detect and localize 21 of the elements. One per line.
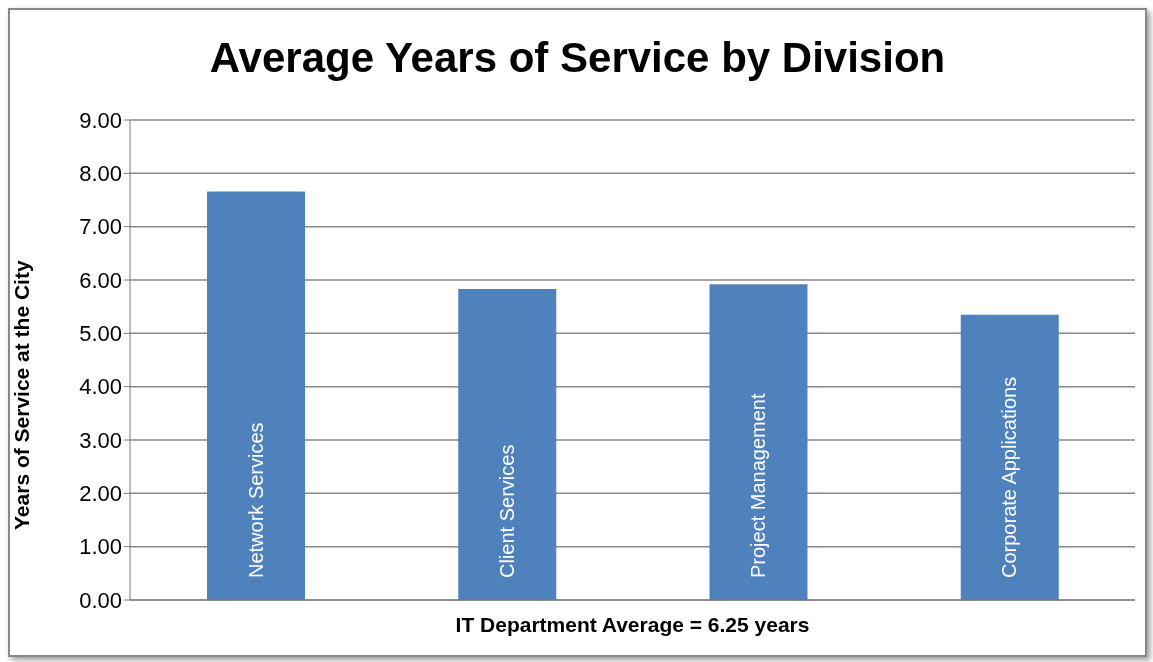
bar bbox=[709, 284, 808, 600]
y-tick-label: 6.00 bbox=[79, 267, 122, 293]
y-tick-label: 3.00 bbox=[79, 427, 122, 453]
chart-title: Average Years of Service by Division bbox=[208, 34, 947, 82]
y-tick-label: 1.00 bbox=[79, 534, 122, 560]
x-tick-label: Corporate Applications bbox=[998, 376, 1021, 578]
bar bbox=[207, 191, 305, 600]
y-tick-label: 9.00 bbox=[79, 107, 122, 133]
y-tick-label: 8.00 bbox=[79, 161, 122, 187]
x-tick-label: Client Services bbox=[495, 444, 518, 578]
x-tick-label: Network Services bbox=[244, 422, 267, 578]
bar bbox=[960, 314, 1059, 600]
x-axis-title: IT Department Average = 6.25 years bbox=[455, 613, 810, 636]
y-axis-title: Years of Service at the City bbox=[10, 260, 34, 530]
y-tick-label: 7.00 bbox=[79, 214, 122, 240]
y-tick-label: 4.00 bbox=[79, 374, 122, 400]
y-tick-label: 5.00 bbox=[79, 321, 122, 347]
y-tick-label: 2.00 bbox=[79, 481, 122, 507]
x-tick-label: Project Management bbox=[747, 393, 770, 578]
bar bbox=[458, 289, 557, 600]
y-tick-label: 0.00 bbox=[79, 587, 122, 613]
